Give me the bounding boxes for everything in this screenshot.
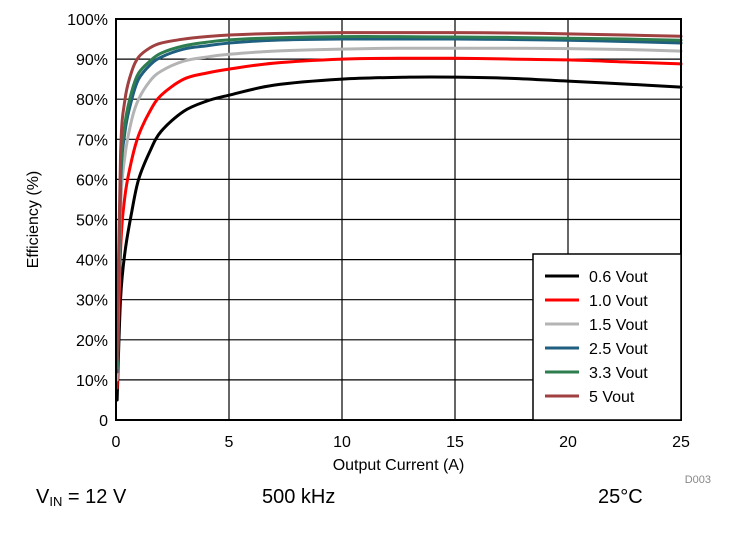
y-tick-label: 100% (67, 12, 108, 29)
series-line-5-vout (115, 31, 683, 362)
x-tick-label: 20 (559, 434, 577, 451)
legend: 0.6 Vout 1.0 Vout 1.5 Vout 2.5 Vout 3.3 Vout… (532, 253, 682, 421)
y-tick-labels: 0 10% 20% 30% 40% 50% 60% 70% 80% 90% 100% (67, 12, 108, 430)
legend-label: 2.5 Vout (589, 341, 648, 358)
legend-label: 1.5 Vout (589, 317, 648, 334)
y-axis-label: Efficiency (%) (25, 171, 42, 269)
y-tick-label: 0 (99, 413, 108, 430)
series-line-0-6-vout (115, 75, 683, 402)
vin-symbol: V (36, 486, 50, 508)
x-tick-label: 15 (446, 434, 464, 451)
x-tick-labels: 0 5 10 15 20 25 (112, 434, 690, 451)
y-tick-label: 50% (76, 213, 108, 230)
y-tick-label: 40% (76, 253, 108, 270)
vin-subscript: IN (49, 494, 63, 509)
temperature-condition: 25°C (598, 486, 643, 508)
series-line-1-5-vout (115, 46, 683, 382)
y-tick-label: 80% (76, 92, 108, 109)
x-axis-label: Output Current (A) (333, 457, 465, 474)
x-tick-label: 10 (333, 434, 351, 451)
y-tick-label: 30% (76, 293, 108, 310)
x-tick-label: 25 (672, 434, 690, 451)
plot-frame (115, 18, 682, 421)
series-line-3-3-vout (115, 35, 683, 370)
y-tick-label: 10% (76, 373, 108, 390)
x-tick-label: 5 (225, 434, 234, 451)
vin-condition: VIN = 12 V (36, 486, 126, 509)
series-layer (115, 31, 683, 402)
legend-label: 0.6 Vout (589, 269, 648, 286)
y-tick-label: 60% (76, 172, 108, 189)
y-tick-label: 20% (76, 333, 108, 350)
legend-label: 3.3 Vout (589, 365, 648, 382)
legend-box (532, 253, 682, 421)
legend-label: 1.0 Vout (589, 293, 648, 310)
figure-code: D003 (685, 474, 711, 486)
series-line-1-0-vout (115, 56, 683, 390)
x-tick-label: 0 (112, 434, 121, 451)
y-tick-label: 70% (76, 132, 108, 149)
vin-value: = 12 V (62, 486, 127, 508)
y-tick-label: 90% (76, 52, 108, 69)
legend-label: 5 Vout (589, 389, 635, 406)
frequency-condition: 500 kHz (262, 486, 336, 508)
